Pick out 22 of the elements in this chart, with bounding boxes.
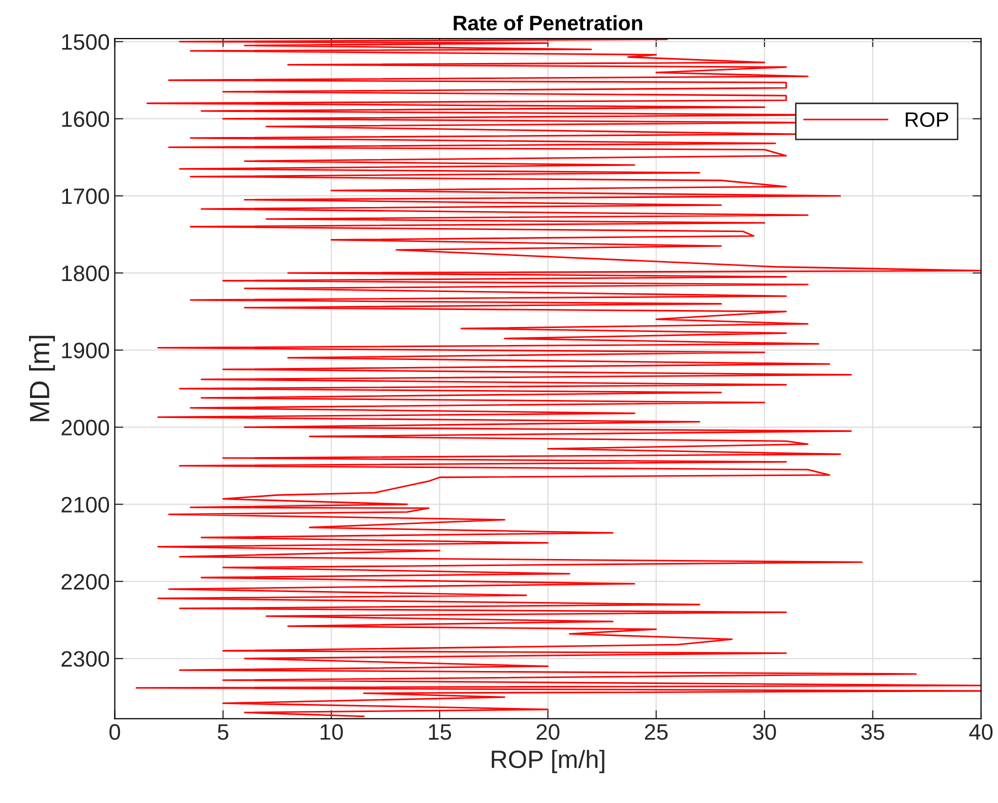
y-tick-label: 2100 (62, 496, 110, 513)
y-tick-label: 1700 (62, 188, 110, 204)
chart-title: Rate of Penetration (454, 15, 642, 30)
x-tick-label: 0 (109, 724, 120, 740)
y-tick-label: 2200 (62, 574, 110, 590)
y-tick-label: 1800 (62, 266, 110, 282)
y-tick-label: 1900 (62, 342, 110, 358)
x-tick-label: 5 (218, 724, 228, 740)
x-tick-label: 10 (320, 724, 343, 740)
x-tick-label: 40 (969, 724, 993, 740)
x-tick-label: 15 (428, 724, 452, 740)
x-tick-label: 30 (752, 724, 776, 740)
y-tick-label: 2300 (62, 651, 110, 667)
y-tick-label: 1500 (62, 34, 110, 50)
x-tick-label: 20 (536, 724, 560, 740)
legend-label: ROP (906, 112, 948, 128)
y-axis-title: MD [m] (29, 336, 55, 422)
y-tick-label: 1600 (62, 111, 110, 128)
x-tick-label: 35 (861, 724, 884, 740)
x-axis-title: ROP [m/h] (492, 750, 604, 774)
y-tick-label: 2000 (62, 420, 110, 436)
x-tick-label: 25 (644, 724, 668, 740)
